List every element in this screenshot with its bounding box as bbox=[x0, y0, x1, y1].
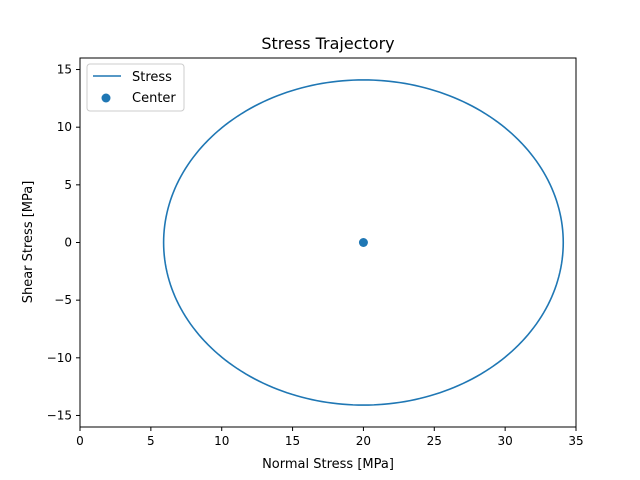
y-axis: −15 −10 −5 0 5 10 15 bbox=[47, 63, 80, 422]
x-tick-label: 10 bbox=[214, 434, 229, 448]
y-tick-label: −15 bbox=[47, 408, 72, 422]
x-tick-label: 30 bbox=[498, 434, 513, 448]
x-tick-label: 25 bbox=[427, 434, 442, 448]
x-tick-label: 35 bbox=[568, 434, 583, 448]
center-point bbox=[358, 238, 368, 247]
x-tick-label: 20 bbox=[356, 434, 371, 448]
plot-frame bbox=[79, 57, 577, 428]
x-axis-label: Normal Stress [MPa] bbox=[262, 457, 394, 472]
x-axis: 0 5 10 15 20 25 30 35 bbox=[76, 427, 584, 448]
plot-area bbox=[162, 79, 565, 406]
x-tick-label: 15 bbox=[285, 434, 300, 448]
chart-title: Stress Trajectory bbox=[261, 34, 394, 53]
y-axis-label: Shear Stress [MPa] bbox=[21, 181, 36, 304]
legend-label-stress: Stress bbox=[132, 70, 172, 85]
y-tick-label: −10 bbox=[47, 351, 72, 365]
x-tick-label: 0 bbox=[76, 434, 84, 448]
x-tick-label: 5 bbox=[147, 434, 155, 448]
y-tick-label: 0 bbox=[64, 236, 72, 250]
y-tick-label: −5 bbox=[54, 293, 72, 307]
legend: Stress Center bbox=[86, 63, 185, 112]
y-tick-label: 5 bbox=[64, 178, 72, 192]
y-tick-label: 10 bbox=[57, 120, 72, 134]
y-tick-label: 15 bbox=[57, 63, 72, 77]
legend-label-center: Center bbox=[132, 91, 176, 106]
legend-center-marker bbox=[101, 93, 111, 103]
stress-curve bbox=[162, 79, 565, 406]
